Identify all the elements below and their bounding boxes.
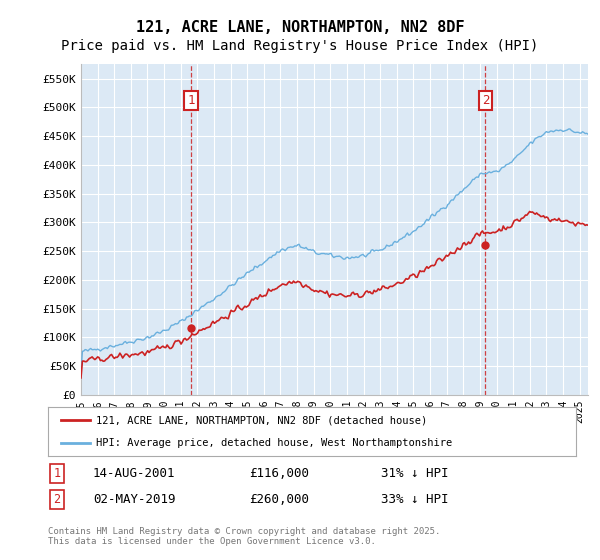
Text: 02-MAY-2019: 02-MAY-2019 [93, 493, 176, 506]
Text: 33% ↓ HPI: 33% ↓ HPI [381, 493, 449, 506]
Text: 121, ACRE LANE, NORTHAMPTON, NN2 8DF (detached house): 121, ACRE LANE, NORTHAMPTON, NN2 8DF (de… [95, 416, 427, 426]
Text: 2: 2 [53, 493, 61, 506]
Text: 2: 2 [482, 94, 489, 107]
Text: £116,000: £116,000 [249, 466, 309, 480]
Text: 1: 1 [53, 466, 61, 480]
Text: Price paid vs. HM Land Registry's House Price Index (HPI): Price paid vs. HM Land Registry's House … [61, 39, 539, 53]
Text: £260,000: £260,000 [249, 493, 309, 506]
Text: HPI: Average price, detached house, West Northamptonshire: HPI: Average price, detached house, West… [95, 438, 452, 448]
Text: 121, ACRE LANE, NORTHAMPTON, NN2 8DF: 121, ACRE LANE, NORTHAMPTON, NN2 8DF [136, 20, 464, 35]
Text: 1: 1 [187, 94, 195, 107]
Text: 14-AUG-2001: 14-AUG-2001 [93, 466, 176, 480]
Text: 31% ↓ HPI: 31% ↓ HPI [381, 466, 449, 480]
Text: Contains HM Land Registry data © Crown copyright and database right 2025.
This d: Contains HM Land Registry data © Crown c… [48, 526, 440, 546]
